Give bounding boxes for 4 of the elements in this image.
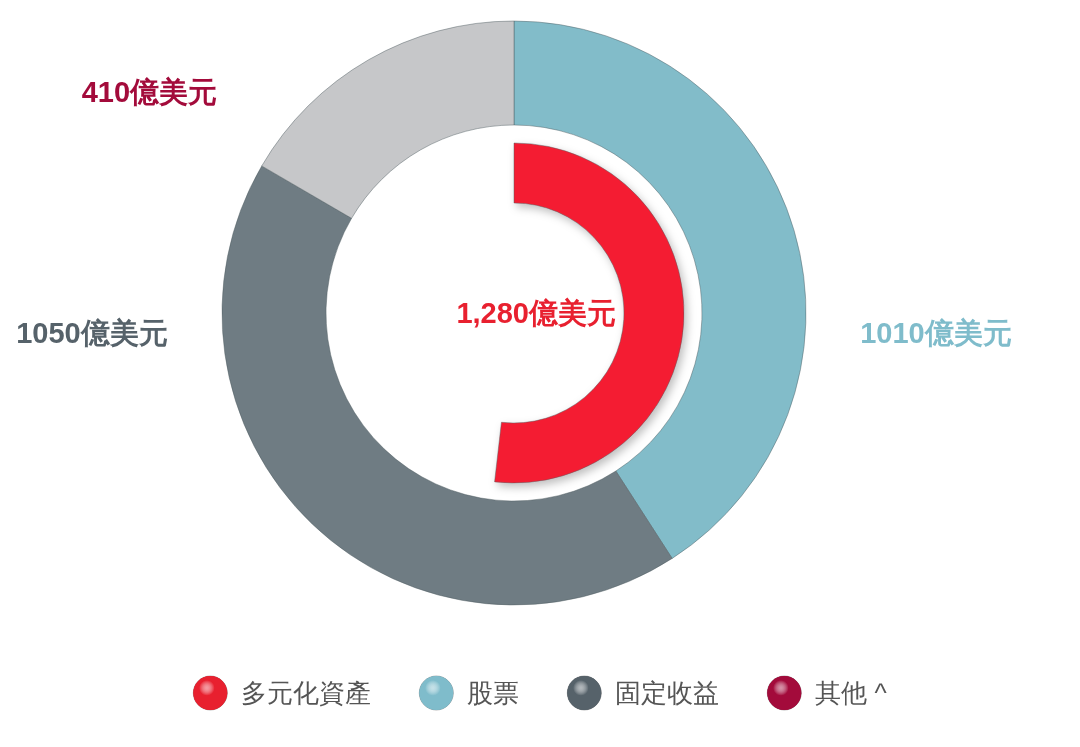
legend-label: 股票: [467, 678, 520, 708]
legend-label: 多元化資產: [241, 678, 372, 708]
legend-label: 固定收益: [615, 678, 720, 708]
legend-label: 其他 ^: [815, 678, 888, 708]
